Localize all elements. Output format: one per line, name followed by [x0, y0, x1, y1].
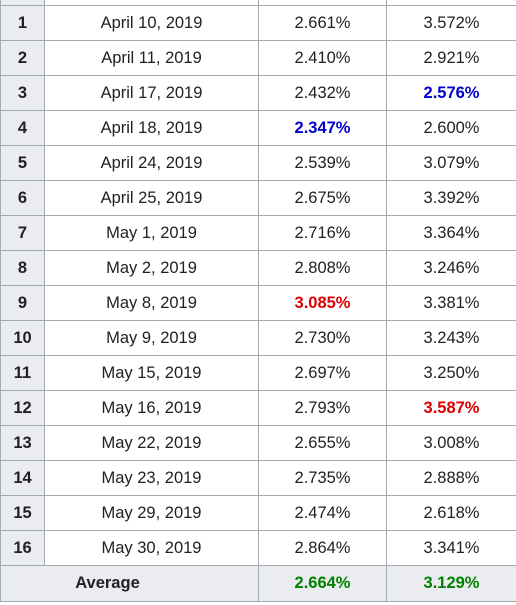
date-cell: April 10, 2019 — [44, 5, 259, 41]
date-cell: April 18, 2019 — [44, 110, 259, 146]
value-a-cell: 2.793% — [258, 390, 387, 426]
value-a-cell: 2.675% — [258, 180, 387, 216]
value-b-cell: 3.392% — [386, 180, 516, 216]
table-row: 15 May 29, 2019 2.474% 2.618% — [0, 495, 516, 531]
value-a-cell: 2.735% — [258, 460, 387, 496]
value-b-cell: 3.250% — [386, 355, 516, 391]
date-cell: May 8, 2019 — [44, 285, 259, 321]
table-row: 8 May 2, 2019 2.808% 3.246% — [0, 250, 516, 286]
table-row: 10 May 9, 2019 2.730% 3.243% — [0, 320, 516, 356]
row-number: 1 — [0, 5, 45, 41]
table-row: 9 May 8, 2019 3.085% 3.381% — [0, 285, 516, 321]
average-value-b-cell: 3.129% — [386, 565, 516, 602]
date-cell: May 9, 2019 — [44, 320, 259, 356]
date-cell: May 1, 2019 — [44, 215, 259, 251]
value-a-cell: 2.808% — [258, 250, 387, 286]
table-row: 2 April 11, 2019 2.410% 2.921% — [0, 40, 516, 76]
date-cell: May 29, 2019 — [44, 495, 259, 531]
table-row: 14 May 23, 2019 2.735% 2.888% — [0, 460, 516, 496]
value-b-cell: 2.888% — [386, 460, 516, 496]
average-label: Average — [0, 565, 259, 602]
date-cell: May 15, 2019 — [44, 355, 259, 391]
date-cell: April 17, 2019 — [44, 75, 259, 111]
value-b-cell: 3.381% — [386, 285, 516, 321]
date-cell: May 16, 2019 — [44, 390, 259, 426]
row-number: 4 — [0, 110, 45, 146]
table-row: 6 April 25, 2019 2.675% 3.392% — [0, 180, 516, 216]
min-value-a-cell: 2.347% — [258, 110, 387, 146]
row-number: 8 — [0, 250, 45, 286]
table-row: 16 May 30, 2019 2.864% 3.341% — [0, 530, 516, 566]
row-number: 13 — [0, 425, 45, 461]
value-a-cell: 2.410% — [258, 40, 387, 76]
table-row: 11 May 15, 2019 2.697% 3.250% — [0, 355, 516, 391]
value-a-cell: 2.432% — [258, 75, 387, 111]
table-row: 4 April 18, 2019 2.347% 2.600% — [0, 110, 516, 146]
row-number: 6 — [0, 180, 45, 216]
max-value-b-cell: 3.587% — [386, 390, 516, 426]
row-number: 7 — [0, 215, 45, 251]
table-row: 12 May 16, 2019 2.793% 3.587% — [0, 390, 516, 426]
value-b-cell: 3.008% — [386, 425, 516, 461]
value-a-cell: 2.655% — [258, 425, 387, 461]
table-row: 5 April 24, 2019 2.539% 3.079% — [0, 145, 516, 181]
previous-row-edge — [0, 0, 516, 5]
min-value-b-cell: 2.576% — [386, 75, 516, 111]
results-table: 1 April 10, 2019 2.661% 3.572% 2 April 1… — [0, 5, 516, 602]
row-number: 12 — [0, 390, 45, 426]
value-a-cell: 2.730% — [258, 320, 387, 356]
value-a-cell: 2.716% — [258, 215, 387, 251]
table-row: 13 May 22, 2019 2.655% 3.008% — [0, 425, 516, 461]
results-table-body: 1 April 10, 2019 2.661% 3.572% 2 April 1… — [0, 5, 516, 602]
value-b-cell: 3.364% — [386, 215, 516, 251]
row-number: 3 — [0, 75, 45, 111]
date-cell: May 22, 2019 — [44, 425, 259, 461]
date-cell: April 25, 2019 — [44, 180, 259, 216]
value-a-cell: 2.697% — [258, 355, 387, 391]
row-number: 15 — [0, 495, 45, 531]
average-row: Average 2.664% 3.129% — [0, 565, 516, 602]
date-cell: May 2, 2019 — [44, 250, 259, 286]
row-number: 14 — [0, 460, 45, 496]
table-row: 7 May 1, 2019 2.716% 3.364% — [0, 215, 516, 251]
value-b-cell: 3.243% — [386, 320, 516, 356]
max-value-a-cell: 3.085% — [258, 285, 387, 321]
column-separator — [386, 0, 387, 5]
value-b-cell: 3.341% — [386, 530, 516, 566]
table-row: 1 April 10, 2019 2.661% 3.572% — [0, 5, 516, 41]
value-b-cell: 3.079% — [386, 145, 516, 181]
value-a-cell: 2.474% — [258, 495, 387, 531]
previous-row-number-cell — [1, 0, 44, 5]
row-number: 11 — [0, 355, 45, 391]
value-a-cell: 2.539% — [258, 145, 387, 181]
value-b-cell: 2.921% — [386, 40, 516, 76]
value-a-cell: 2.864% — [258, 530, 387, 566]
row-number: 9 — [0, 285, 45, 321]
column-separator — [44, 0, 45, 5]
table-row: 3 April 17, 2019 2.432% 2.576% — [0, 75, 516, 111]
row-number: 10 — [0, 320, 45, 356]
row-number: 16 — [0, 530, 45, 566]
value-b-cell: 3.246% — [386, 250, 516, 286]
date-cell: April 11, 2019 — [44, 40, 259, 76]
value-b-cell: 2.600% — [386, 110, 516, 146]
value-a-cell: 2.661% — [258, 5, 387, 41]
date-cell: May 23, 2019 — [44, 460, 259, 496]
average-value-a-cell: 2.664% — [258, 565, 387, 602]
date-cell: April 24, 2019 — [44, 145, 259, 181]
row-number: 5 — [0, 145, 45, 181]
row-number: 2 — [0, 40, 45, 76]
value-b-cell: 3.572% — [386, 5, 516, 41]
column-separator — [258, 0, 259, 5]
date-cell: May 30, 2019 — [44, 530, 259, 566]
value-b-cell: 2.618% — [386, 495, 516, 531]
